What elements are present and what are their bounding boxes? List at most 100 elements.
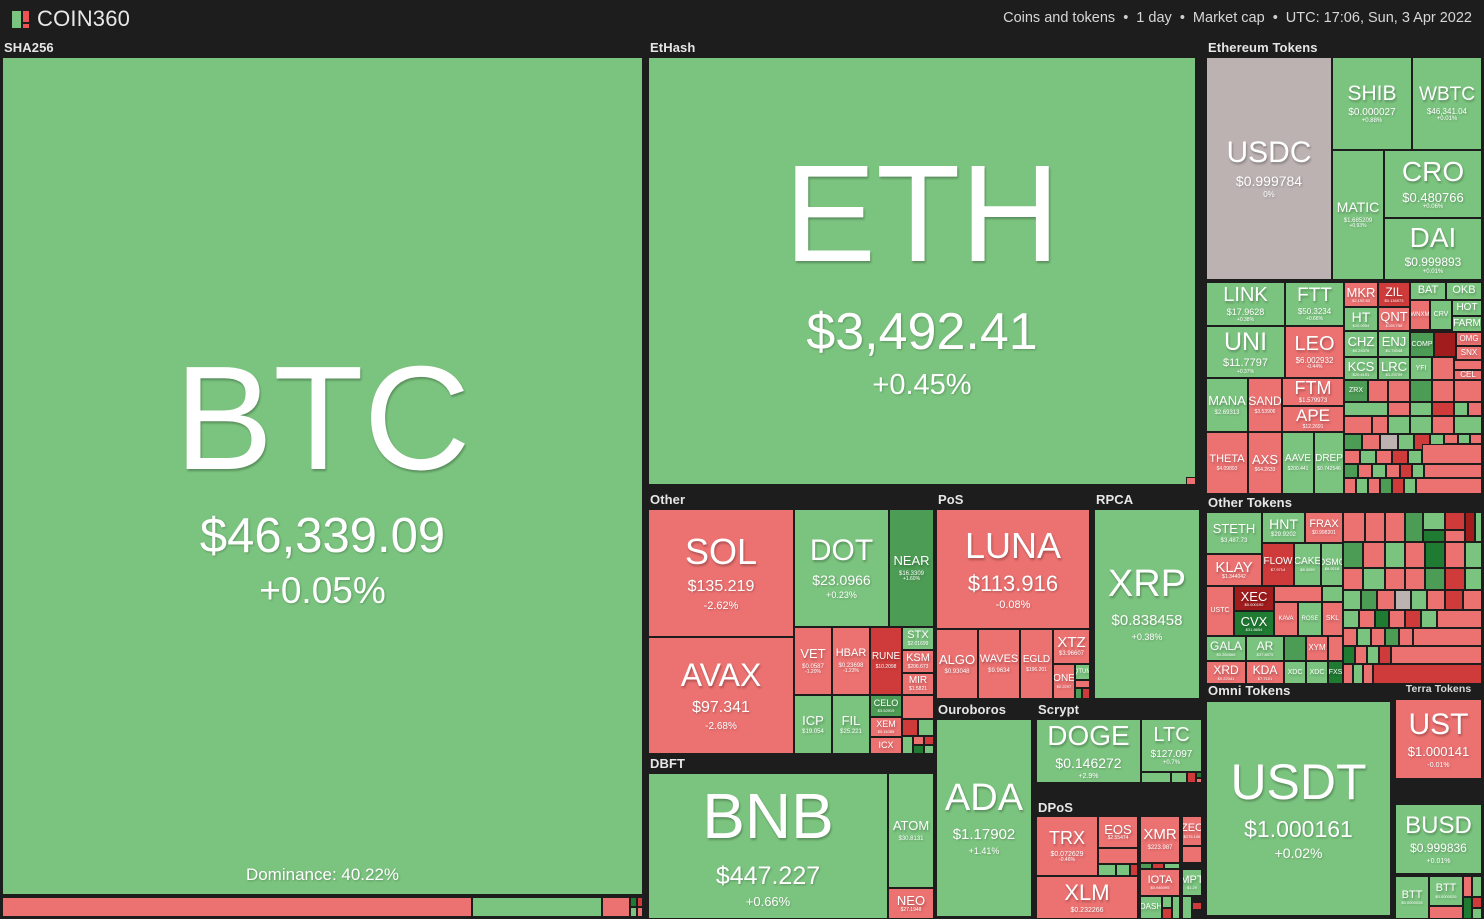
tile-xmr[interactable]: XMR $223.987 xyxy=(1140,816,1180,863)
tile-ot-micro-31[interactable] xyxy=(1445,590,1463,610)
tile-cake[interactable]: CAKE $8.4289 xyxy=(1294,543,1321,586)
tile-scrypt-misc-2[interactable] xyxy=(1171,772,1187,783)
tile-ot-micro-45[interactable] xyxy=(1413,628,1482,646)
tile-ot-micro-14[interactable] xyxy=(1405,542,1425,568)
tile-dpos-misc-11[interactable] xyxy=(1172,896,1180,919)
tile-fxs[interactable]: FXS xyxy=(1328,661,1343,684)
tile-eth-micro-19[interactable] xyxy=(1386,464,1400,478)
tile-ht[interactable]: HT $10.0054 xyxy=(1344,307,1378,331)
tile-ot-micro-29[interactable] xyxy=(1411,590,1427,610)
tile-eth-micro-3[interactable] xyxy=(1380,434,1398,450)
tile-eth-misc-12[interactable] xyxy=(1454,402,1468,416)
tile-osmo[interactable]: OSMO $8.9218 xyxy=(1321,543,1343,586)
tile-ot-micro-18[interactable] xyxy=(1343,568,1363,590)
tile-vgx[interactable]: KAVA xyxy=(1274,602,1298,636)
tile-eth-micro-17[interactable] xyxy=(1358,464,1372,478)
tile-avax[interactable]: AVAX $97.341 -2.68% xyxy=(648,637,794,754)
tile-terra-misc-6[interactable] xyxy=(1472,908,1482,919)
tile-dpos-misc-5[interactable] xyxy=(1182,846,1202,863)
tile-okb[interactable]: OKB xyxy=(1446,282,1482,300)
tile-ot-micro-4[interactable] xyxy=(1405,512,1423,542)
tile-ot-micro-13[interactable] xyxy=(1385,542,1405,568)
tile-one[interactable]: ONE $0.2297 xyxy=(1053,664,1075,699)
tile-eth[interactable]: ETH $3,492.41 +0.45% xyxy=(648,57,1196,485)
tile-ot-micro-32[interactable] xyxy=(1463,590,1482,610)
tile-terra-misc-1[interactable] xyxy=(1429,906,1463,919)
tile-ot-micro-5[interactable] xyxy=(1423,512,1445,530)
tile-sol[interactable]: SOL $135.219 -2.62% xyxy=(648,509,794,637)
tile-eth-misc-10[interactable] xyxy=(1410,402,1432,416)
tile-ot-micro-46[interactable] xyxy=(1343,646,1355,664)
tile-cro[interactable]: CRO $0.480766 +0.06% xyxy=(1384,150,1482,218)
tile-eth-misc-5[interactable] xyxy=(1410,380,1432,402)
tile-eth-micro-25[interactable] xyxy=(1368,478,1380,494)
filter-scope[interactable]: Coins and tokens xyxy=(1003,10,1116,26)
filter-metric[interactable]: Market cap xyxy=(1192,10,1265,26)
tile-ot-micro-34[interactable] xyxy=(1359,610,1375,628)
tile-gala[interactable]: GALA $0.264566 xyxy=(1206,636,1246,661)
tile-theta[interactable]: THETA $4.09893 xyxy=(1206,432,1248,494)
tile-iota[interactable]: IOTA $0.946095 xyxy=(1140,869,1180,896)
tile-snx[interactable]: SNX xyxy=(1456,346,1482,360)
tile-xlm[interactable]: XLM $0.232266 xyxy=(1036,876,1138,919)
tile-eth-misc-13[interactable] xyxy=(1468,402,1482,416)
tile-cvx[interactable]: CVX $31.8654 xyxy=(1234,611,1274,636)
tile-usdc[interactable]: USDC $0.999784 0% xyxy=(1206,57,1332,280)
tile-dpos-misc-9[interactable] xyxy=(1162,896,1172,908)
tile-mpt[interactable]: MPT $1.29 xyxy=(1182,869,1202,896)
tile-atom[interactable]: ATOM $30.8131 xyxy=(888,773,934,888)
tile-scrypt-misc-4[interactable] xyxy=(1196,772,1202,778)
tile-link[interactable]: LINK $17.9628 +0.38% xyxy=(1206,282,1285,326)
tile-dpos-misc-3[interactable] xyxy=(1116,864,1130,876)
tile-etc[interactable] xyxy=(1186,477,1196,485)
tile-dai[interactable]: DAI $0.999893 +0.01% xyxy=(1384,218,1482,280)
tile-xdc-2[interactable]: XDC xyxy=(1306,661,1328,684)
brand-logo[interactable]: COIN360 xyxy=(12,6,130,32)
tile-eth-micro-23[interactable] xyxy=(1344,478,1356,494)
tile-near[interactable]: NEAR $16.3309 +1.60% xyxy=(889,509,934,627)
tile-leo[interactable]: LEO $6.002932 -0.44% xyxy=(1285,326,1344,378)
tile-mir[interactable]: MIR $1.5821 xyxy=(902,673,934,695)
tile-ot-micro-19[interactable] xyxy=(1363,568,1385,590)
tile-ot-micro-30[interactable] xyxy=(1427,590,1445,610)
tile-sha-misc-1[interactable] xyxy=(602,897,630,917)
tile-eth-micro-4[interactable] xyxy=(1398,434,1414,450)
tile-pos-misc-2[interactable] xyxy=(1075,688,1082,699)
tile-klay[interactable]: KLAY $1.344042 xyxy=(1206,554,1262,586)
tile-pos-misc-1[interactable] xyxy=(1075,680,1090,688)
tile-xem[interactable]: XEM $0.11085 xyxy=(870,717,902,737)
tile-eth-misc-8[interactable] xyxy=(1344,402,1388,416)
tile-ot-micro-23[interactable] xyxy=(1445,568,1465,590)
tile-eth-misc-4[interactable] xyxy=(1388,380,1410,402)
tile-qtum[interactable]: QTUM xyxy=(1075,664,1090,680)
tile-kcs[interactable]: KCS $20.6151 xyxy=(1344,357,1378,380)
tile-ot-micro-7[interactable] xyxy=(1465,512,1475,542)
tile-xrd[interactable]: XRD $0.22341 xyxy=(1206,661,1246,684)
tile-ot-micro-6[interactable] xyxy=(1445,512,1465,530)
tile-ada[interactable]: ADA $1.17902 +1.41% xyxy=(936,719,1032,917)
tile-ot-micro-40[interactable] xyxy=(1343,628,1357,646)
tile-eth-micro-16[interactable] xyxy=(1344,464,1358,478)
tile-egld[interactable]: EGLD $196.201 xyxy=(1020,629,1053,699)
tile-dot[interactable]: DOT $23.0966 +0.23% xyxy=(794,509,889,627)
tile-dpos-misc-8[interactable] xyxy=(1164,863,1180,869)
tile-ot-micro-47[interactable] xyxy=(1355,646,1367,664)
tile-eth-micro-2[interactable] xyxy=(1362,434,1380,450)
tile-qnt[interactable]: QNT $105.758 xyxy=(1378,307,1410,331)
tile-ar[interactable]: AR $37.6575 xyxy=(1246,636,1284,661)
tile-xym[interactable]: XYM xyxy=(1306,636,1328,661)
tile-bnb[interactable]: BNB $447.227 +0.66% xyxy=(648,773,888,919)
tile-eth-micro-15[interactable] xyxy=(1422,444,1482,464)
tile-aave[interactable]: AAVE $200.441 xyxy=(1282,432,1314,494)
tile-eth-micro-8[interactable] xyxy=(1458,434,1470,444)
tile-ksm[interactable]: KSM $206.673 xyxy=(902,650,934,673)
tile-ot-micro-3[interactable] xyxy=(1385,512,1405,542)
tile-dpos-misc-7[interactable] xyxy=(1152,863,1164,869)
tile-sha-misc-3[interactable] xyxy=(637,897,643,907)
tile-dash[interactable]: DASH xyxy=(1140,896,1162,919)
tile-ot-micro-52[interactable] xyxy=(1353,664,1363,684)
tile-zil[interactable]: ZIL $0.134973 xyxy=(1378,282,1410,307)
tile-crv[interactable]: CRV xyxy=(1430,300,1452,330)
tile-flow[interactable]: FLOW $7.9714 xyxy=(1262,543,1294,586)
tile-fil[interactable]: FIL $25.221 xyxy=(832,695,870,754)
